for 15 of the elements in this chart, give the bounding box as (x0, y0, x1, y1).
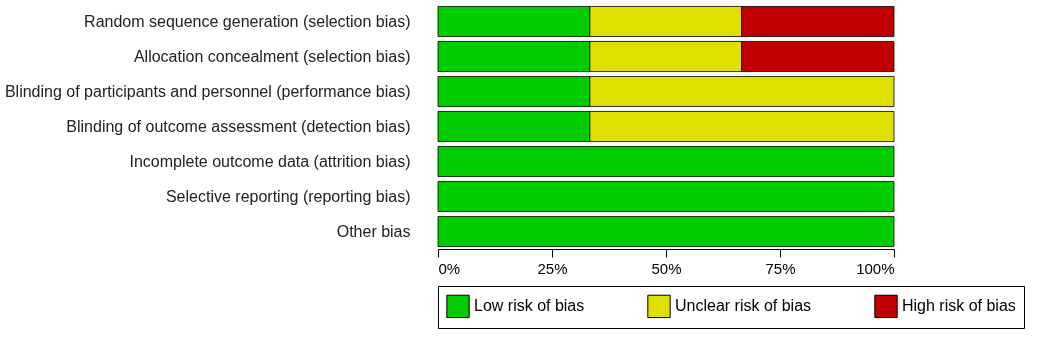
y-tick-label: Other bias (336, 222, 411, 240)
y-tick-label: Blinding of participants and personnel (performance bias) (4, 82, 411, 100)
y-tick-label: Selective reporting (reporting bias) (165, 187, 411, 205)
y-tick-label: Incomplete outcome data (attrition bias) (129, 152, 411, 170)
x-tick-label: 100% (856, 259, 895, 277)
x-tick-label: 75% (765, 259, 796, 277)
y-tick-label: Blinding of outcome assessment (detection bias) (66, 117, 411, 135)
x-tick-label: 25% (537, 259, 568, 277)
legend-label: Low risk of bias (474, 297, 585, 315)
legend-label: High risk of bias (902, 297, 1016, 315)
y-tick-label: Random sequence generation (selection bias) (84, 12, 411, 30)
legend-label: Unclear risk of bias (675, 297, 812, 315)
x-tick-label: 0% (438, 259, 461, 277)
y-tick-label: Allocation concealment (selection bias) (133, 47, 411, 65)
x-tick-label: 50% (651, 259, 682, 277)
